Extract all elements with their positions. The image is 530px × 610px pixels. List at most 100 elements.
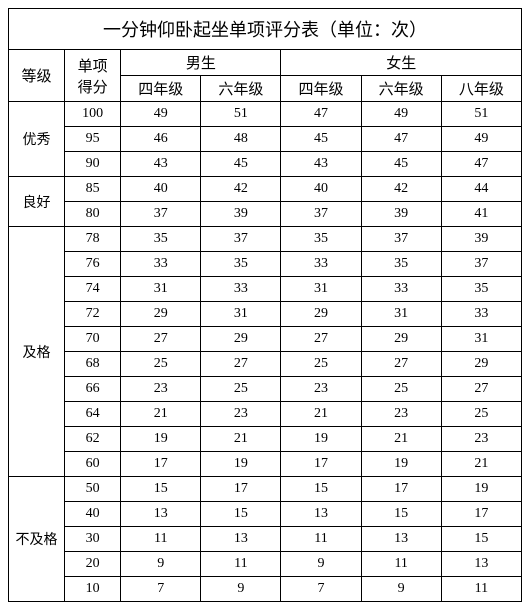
table-row: 702729272931	[9, 327, 522, 352]
table-row: 及格783537353739	[9, 227, 522, 252]
value-cell: 51	[201, 102, 281, 127]
value-cell: 42	[361, 177, 441, 202]
value-cell: 13	[361, 527, 441, 552]
score-cell: 10	[65, 577, 121, 602]
score-cell: 30	[65, 527, 121, 552]
score-cell: 74	[65, 277, 121, 302]
score-cell: 78	[65, 227, 121, 252]
score-cell: 20	[65, 552, 121, 577]
score-cell: 62	[65, 427, 121, 452]
value-cell: 47	[281, 102, 361, 127]
value-cell: 35	[361, 252, 441, 277]
value-cell: 17	[201, 477, 281, 502]
value-cell: 17	[441, 502, 521, 527]
value-cell: 45	[281, 127, 361, 152]
value-cell: 11	[441, 577, 521, 602]
value-cell: 25	[441, 402, 521, 427]
header-grade-level: 等级	[9, 50, 65, 102]
value-cell: 42	[201, 177, 281, 202]
value-cell: 33	[121, 252, 201, 277]
value-cell: 19	[361, 452, 441, 477]
table-row: 803739373941	[9, 202, 522, 227]
value-cell: 37	[281, 202, 361, 227]
table-row: 不及格501517151719	[9, 477, 522, 502]
header-girls: 女生	[281, 50, 522, 76]
value-cell: 44	[441, 177, 521, 202]
value-cell: 27	[201, 352, 281, 377]
value-cell: 39	[441, 227, 521, 252]
value-cell: 15	[281, 477, 361, 502]
value-cell: 23	[201, 402, 281, 427]
header-boys: 男生	[121, 50, 281, 76]
score-cell: 50	[65, 477, 121, 502]
value-cell: 29	[121, 302, 201, 327]
value-cell: 37	[361, 227, 441, 252]
value-cell: 21	[121, 402, 201, 427]
grade-level-cell: 不及格	[9, 477, 65, 602]
header-girls-grade6: 六年级	[361, 76, 441, 102]
table-row: 763335333537	[9, 252, 522, 277]
table-row: 954648454749	[9, 127, 522, 152]
value-cell: 46	[121, 127, 201, 152]
value-cell: 19	[121, 427, 201, 452]
value-cell: 33	[201, 277, 281, 302]
score-cell: 100	[65, 102, 121, 127]
value-cell: 51	[441, 102, 521, 127]
header-girls-grade8: 八年级	[441, 76, 521, 102]
value-cell: 7	[121, 577, 201, 602]
value-cell: 29	[361, 327, 441, 352]
value-cell: 33	[281, 252, 361, 277]
score-cell: 40	[65, 502, 121, 527]
value-cell: 31	[281, 277, 361, 302]
value-cell: 33	[361, 277, 441, 302]
value-cell: 23	[361, 402, 441, 427]
value-cell: 40	[121, 177, 201, 202]
value-cell: 25	[201, 377, 281, 402]
value-cell: 19	[281, 427, 361, 452]
value-cell: 15	[121, 477, 201, 502]
value-cell: 35	[121, 227, 201, 252]
value-cell: 40	[281, 177, 361, 202]
value-cell: 49	[361, 102, 441, 127]
header-score: 单项 得分	[65, 50, 121, 102]
table-row: 2091191113	[9, 552, 522, 577]
value-cell: 27	[121, 327, 201, 352]
header-girls-grade4: 四年级	[281, 76, 361, 102]
value-cell: 25	[121, 352, 201, 377]
value-cell: 13	[281, 502, 361, 527]
value-cell: 37	[121, 202, 201, 227]
value-cell: 33	[441, 302, 521, 327]
value-cell: 15	[361, 502, 441, 527]
value-cell: 13	[441, 552, 521, 577]
value-cell: 23	[121, 377, 201, 402]
value-cell: 17	[281, 452, 361, 477]
value-cell: 19	[201, 452, 281, 477]
value-cell: 21	[281, 402, 361, 427]
score-cell: 76	[65, 252, 121, 277]
value-cell: 29	[201, 327, 281, 352]
situp-score-table: 一分钟仰卧起坐单项评分表（单位：次） 等级 单项 得分 男生 女生 四年级 六年…	[8, 8, 522, 602]
score-cell: 90	[65, 152, 121, 177]
table-row: 优秀1004951474951	[9, 102, 522, 127]
value-cell: 25	[281, 352, 361, 377]
table-row: 662325232527	[9, 377, 522, 402]
value-cell: 29	[281, 302, 361, 327]
value-cell: 11	[121, 527, 201, 552]
value-cell: 49	[441, 127, 521, 152]
score-cell: 85	[65, 177, 121, 202]
score-cell: 66	[65, 377, 121, 402]
value-cell: 43	[281, 152, 361, 177]
value-cell: 31	[121, 277, 201, 302]
value-cell: 17	[121, 452, 201, 477]
value-cell: 25	[361, 377, 441, 402]
value-cell: 23	[441, 427, 521, 452]
value-cell: 31	[201, 302, 281, 327]
value-cell: 43	[121, 152, 201, 177]
table-row: 904345434547	[9, 152, 522, 177]
score-cell: 72	[65, 302, 121, 327]
score-cell: 64	[65, 402, 121, 427]
value-cell: 11	[361, 552, 441, 577]
score-cell: 95	[65, 127, 121, 152]
value-cell: 49	[121, 102, 201, 127]
grade-level-cell: 及格	[9, 227, 65, 477]
